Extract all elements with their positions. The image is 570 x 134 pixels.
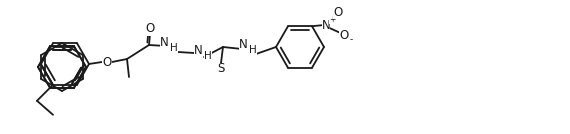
Text: N: N xyxy=(160,36,168,49)
Text: O: O xyxy=(103,55,112,68)
Text: N: N xyxy=(194,44,202,57)
Text: N: N xyxy=(239,38,247,51)
Text: H: H xyxy=(249,45,257,55)
Text: O: O xyxy=(145,23,154,36)
Text: N: N xyxy=(321,19,331,32)
Text: H: H xyxy=(170,43,178,53)
Text: O: O xyxy=(333,6,343,19)
Text: O: O xyxy=(339,29,349,42)
Text: -: - xyxy=(349,35,353,44)
Text: H: H xyxy=(204,51,212,61)
Text: +: + xyxy=(329,15,335,24)
Text: S: S xyxy=(217,62,225,75)
